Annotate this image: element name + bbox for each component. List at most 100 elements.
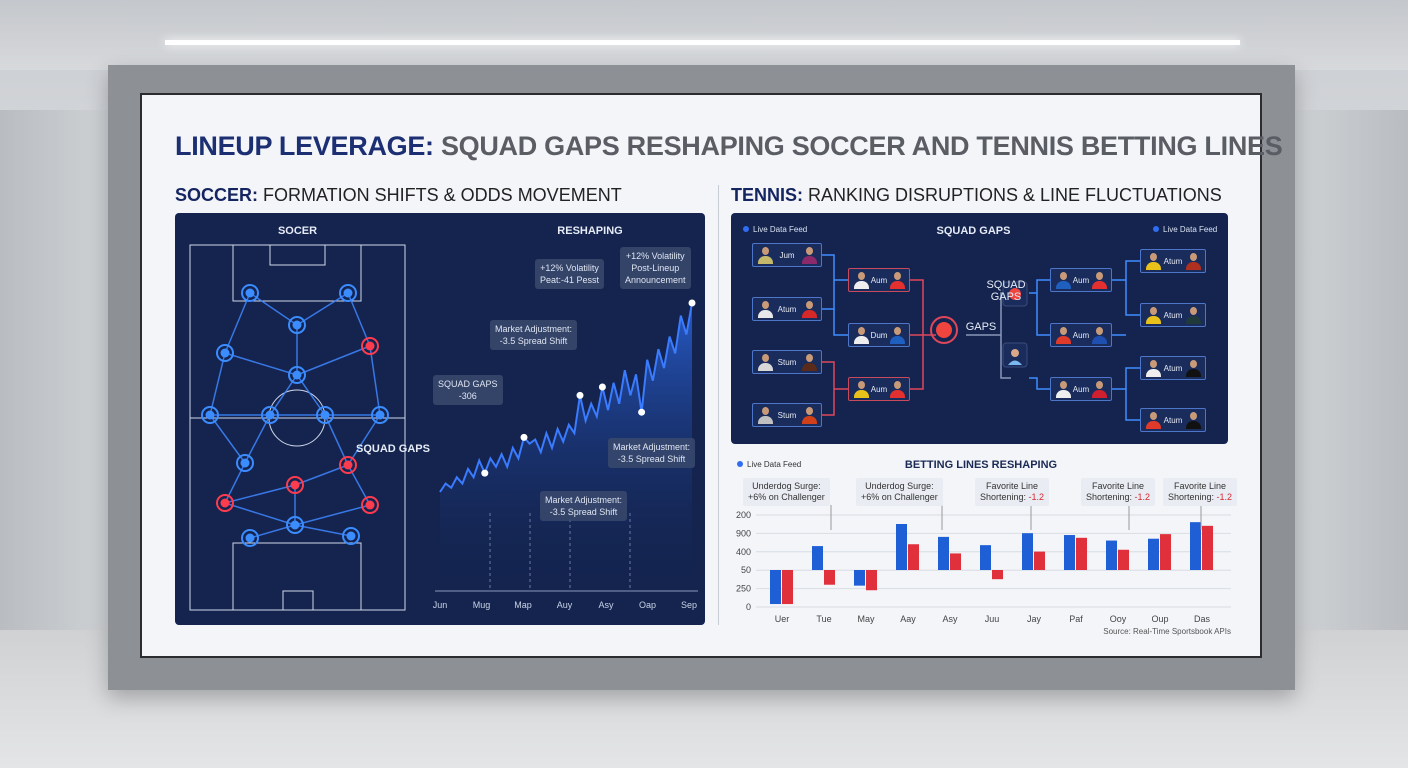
formation-link bbox=[294, 504, 371, 526]
player-node bbox=[245, 288, 255, 298]
player-node bbox=[343, 460, 353, 470]
player-node-ring bbox=[241, 529, 259, 547]
x-tick-label: Tue bbox=[816, 614, 831, 624]
area-fill bbox=[440, 303, 692, 591]
gaps-ring bbox=[930, 316, 958, 344]
player-node-ring bbox=[288, 316, 306, 334]
player-avatar bbox=[1145, 252, 1161, 270]
x-tick-label: Uer bbox=[775, 614, 790, 624]
bar-blue-Tue bbox=[812, 546, 823, 570]
x-tick-label: Asy bbox=[942, 614, 958, 624]
x-tick-label: Ooy bbox=[1110, 614, 1127, 624]
soccer-header-bold: SOCCER: bbox=[175, 185, 259, 205]
player-name: Aum bbox=[870, 384, 888, 394]
player-node bbox=[205, 410, 215, 420]
tennis-header-bold: TENNIS: bbox=[731, 185, 803, 205]
tennis-header-rest: RANKING DISRUPTIONS & LINE FLUCTUATIONS bbox=[803, 185, 1222, 205]
player-card[interactable]: Atum bbox=[1140, 408, 1206, 432]
player-node bbox=[320, 410, 330, 420]
player-name: Atum bbox=[1163, 415, 1183, 425]
player-card[interactable]: Aum bbox=[848, 268, 910, 292]
month-label: Jun bbox=[433, 600, 448, 610]
player-avatar bbox=[853, 326, 869, 344]
opponent-avatar bbox=[889, 380, 905, 398]
player-card[interactable]: Dum bbox=[848, 323, 910, 347]
line-chart-title: RESHAPING bbox=[557, 225, 623, 237]
player-avatar bbox=[853, 380, 869, 398]
bracket-title: SQUAD GAPS bbox=[936, 225, 1011, 237]
player-card[interactable]: Aum bbox=[1050, 268, 1112, 292]
bar-red-Asy bbox=[950, 553, 961, 570]
formation-link bbox=[244, 414, 271, 464]
player-node-ring bbox=[261, 406, 279, 424]
formation-link bbox=[224, 462, 246, 504]
callout-line2: +6% on Challenger bbox=[748, 492, 825, 502]
player-card[interactable]: Jum bbox=[752, 243, 822, 267]
player-name: Jum bbox=[779, 250, 795, 260]
bar-blue-Ooy bbox=[1106, 540, 1117, 570]
player-node-ring bbox=[371, 406, 389, 424]
chart-annotation: +12% Volatility Peat:-41 Pesst bbox=[535, 259, 605, 289]
bar-red-Ooy bbox=[1118, 549, 1129, 570]
bar-red-Tue bbox=[824, 570, 835, 585]
player-card[interactable]: Atum bbox=[1140, 356, 1206, 380]
live-feed-right: Live Data Feed bbox=[1153, 225, 1217, 234]
player-name: Dum bbox=[870, 330, 888, 340]
gaps-node bbox=[936, 322, 952, 338]
formation-link bbox=[249, 292, 298, 326]
player-card[interactable]: Aum bbox=[848, 377, 910, 401]
player-name: Atum bbox=[1163, 310, 1183, 320]
player-card[interactable]: Aum bbox=[1050, 323, 1112, 347]
highlight-point bbox=[481, 469, 489, 477]
x-tick-label: Aay bbox=[900, 614, 916, 624]
bar-red-Oup bbox=[1160, 534, 1171, 570]
right-squad-gaps-label: SQUAD GAPS bbox=[986, 279, 1026, 303]
bar-callout: Underdog Surge: +6% on Challenger bbox=[743, 478, 830, 506]
formation-link bbox=[224, 292, 251, 354]
month-label: Oap bbox=[639, 600, 656, 610]
callout-line2: Shortening: bbox=[1086, 492, 1135, 502]
bottom-goal-box bbox=[282, 590, 314, 611]
formation-link bbox=[296, 345, 371, 376]
player-node-ring bbox=[361, 496, 379, 514]
player-avatar bbox=[1055, 271, 1071, 289]
player-card[interactable]: Atum bbox=[1140, 249, 1206, 273]
formation-link bbox=[224, 484, 296, 504]
bar-callout: Favorite Line Shortening: -1.2 bbox=[1163, 478, 1238, 506]
chart-annotation: Market Adjustment: -3.5 Spread Shift bbox=[490, 320, 578, 350]
callout-line2: Shortening: bbox=[980, 492, 1029, 502]
player-node bbox=[220, 498, 230, 508]
soccer-header-rest: FORMATION SHIFTS & ODDS MOVEMENT bbox=[258, 185, 622, 205]
formation-link bbox=[369, 345, 381, 416]
soccer-header: SOCCER: FORMATION SHIFTS & ODDS MOVEMENT bbox=[175, 185, 622, 206]
right-wall bbox=[1295, 110, 1408, 630]
x-tick-label: Juu bbox=[985, 614, 1000, 624]
bar-chart-svg: 0 250 50 400 900 200 Uer Tue May Aay Asy Juu Jay Paf O… bbox=[736, 505, 1231, 624]
player-card[interactable]: Atum bbox=[752, 297, 822, 321]
opponent-avatar bbox=[801, 406, 817, 424]
formation-link bbox=[347, 464, 371, 506]
player-avatar bbox=[1055, 326, 1071, 344]
player-node-ring bbox=[241, 284, 259, 302]
bracket-lines bbox=[822, 254, 1140, 421]
player-node-ring bbox=[286, 476, 304, 494]
x-tick-label: Oup bbox=[1151, 614, 1168, 624]
opponent-avatar bbox=[801, 246, 817, 264]
formation-link bbox=[296, 292, 349, 326]
title-highlight: LINEUP LEVERAGE: bbox=[175, 131, 434, 161]
month-label: Asy bbox=[598, 600, 614, 610]
bar-red-Juu bbox=[992, 570, 1003, 580]
callout-line1: Underdog Surge: bbox=[865, 481, 934, 491]
odds-line bbox=[439, 302, 693, 493]
player-card[interactable]: Atum bbox=[1140, 303, 1206, 327]
bar-blue-Oup bbox=[1148, 538, 1159, 570]
player-card[interactable]: Aum bbox=[1050, 377, 1112, 401]
y-tick-label: 250 bbox=[736, 584, 751, 594]
player-avatar bbox=[757, 300, 773, 318]
player-card[interactable]: Stum bbox=[752, 350, 822, 374]
player-card[interactable]: Stum bbox=[752, 403, 822, 427]
player-avatar bbox=[757, 246, 773, 264]
player-node bbox=[292, 320, 302, 330]
opponent-avatar bbox=[801, 300, 817, 318]
x-tick-label: Das bbox=[1194, 614, 1211, 624]
